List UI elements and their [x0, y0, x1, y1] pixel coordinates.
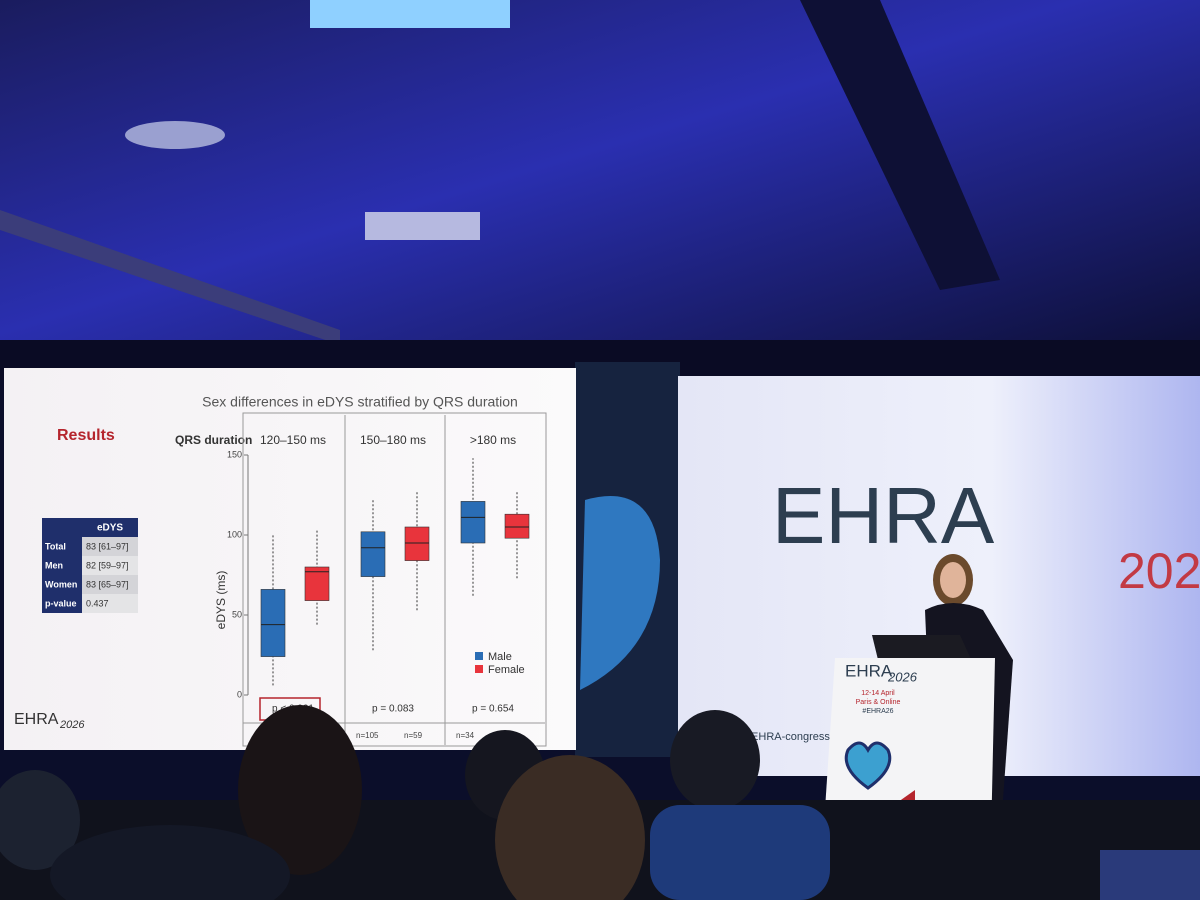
group-label: 120–150 ms — [260, 433, 326, 447]
table-row-head — [42, 575, 82, 594]
podium-tag: #EHRA26 — [862, 708, 893, 715]
n-label: n=34 — [456, 731, 475, 740]
box — [504, 513, 530, 539]
audience-head — [0, 770, 80, 870]
table-row-head — [42, 594, 82, 613]
legend-swatch — [475, 665, 483, 673]
table-header — [42, 518, 138, 537]
ceiling-light — [310, 0, 510, 28]
audience-head — [238, 705, 362, 875]
p-value: p = 0.654 — [472, 704, 514, 715]
ceiling — [0, 0, 1200, 370]
legend-label: Male — [488, 651, 512, 663]
box — [460, 501, 486, 544]
backdrop-logo: EHRA — [772, 471, 995, 560]
p-value: p = 0.083 — [372, 704, 414, 715]
audience-head — [670, 710, 760, 810]
table-header-text: eDYS — [97, 523, 123, 534]
box — [260, 589, 286, 657]
table-cell: Women — [45, 579, 77, 589]
speaker-face — [940, 562, 966, 598]
y-tick-label: 100 — [227, 529, 242, 539]
audience-body — [650, 805, 830, 900]
n-label: n=105 — [356, 731, 379, 740]
podium-dates: 12-14 April — [861, 690, 895, 697]
podium-logo: EHRA — [845, 661, 893, 680]
table-cell: 83 [65–97] — [86, 579, 129, 589]
slide-title: Sex differences in eDYS stratified by QR… — [202, 394, 518, 410]
audience-body — [1100, 850, 1200, 900]
box — [360, 531, 386, 577]
group-label: 150–180 ms — [360, 433, 426, 447]
y-tick-label: 0 — [237, 689, 242, 699]
legend-swatch — [475, 652, 483, 660]
chart-frame — [242, 412, 547, 747]
ceiling-fixture — [125, 121, 225, 149]
y-label: eDYS (ms) — [214, 571, 228, 630]
air-vent — [365, 212, 480, 240]
beam — [0, 210, 340, 345]
slide-logo: EHRA — [14, 711, 59, 728]
table-cell: Total — [45, 541, 66, 551]
axis-label: QRS duration — [175, 433, 252, 447]
audience-head — [495, 755, 645, 900]
table-cell: p-value — [45, 598, 77, 608]
backdrop-url: /EHRA-congress — [748, 731, 830, 743]
y-tick-label: 50 — [232, 609, 242, 619]
audience-head — [50, 825, 290, 900]
podium-year: 2026 — [887, 669, 918, 684]
slide-content: Sex differences in eDYS stratified by QR… — [14, 394, 547, 747]
table-cell: 0.437 — [86, 598, 109, 608]
table-row-head — [42, 537, 82, 556]
podium-place: Paris & Online — [856, 699, 901, 706]
legend-label: Female — [488, 664, 525, 676]
n-label: n=59 — [404, 731, 423, 740]
y-tick-label: 150 — [227, 449, 242, 459]
table-row-head — [42, 556, 82, 575]
slide-section: Results — [57, 427, 115, 444]
backdrop-year: 2026 — [1118, 543, 1200, 599]
heart-graphic — [580, 496, 660, 690]
box — [304, 566, 330, 601]
table-cell: Men — [45, 560, 63, 570]
box — [404, 526, 430, 561]
slide-logo-year: 2026 — [59, 719, 85, 731]
table-cell: 82 [59–97] — [86, 560, 129, 570]
table-cell: 83 [61–97] — [86, 541, 129, 551]
truss — [800, 0, 1000, 290]
podium-heart — [844, 741, 892, 790]
group-label: >180 ms — [470, 433, 516, 447]
